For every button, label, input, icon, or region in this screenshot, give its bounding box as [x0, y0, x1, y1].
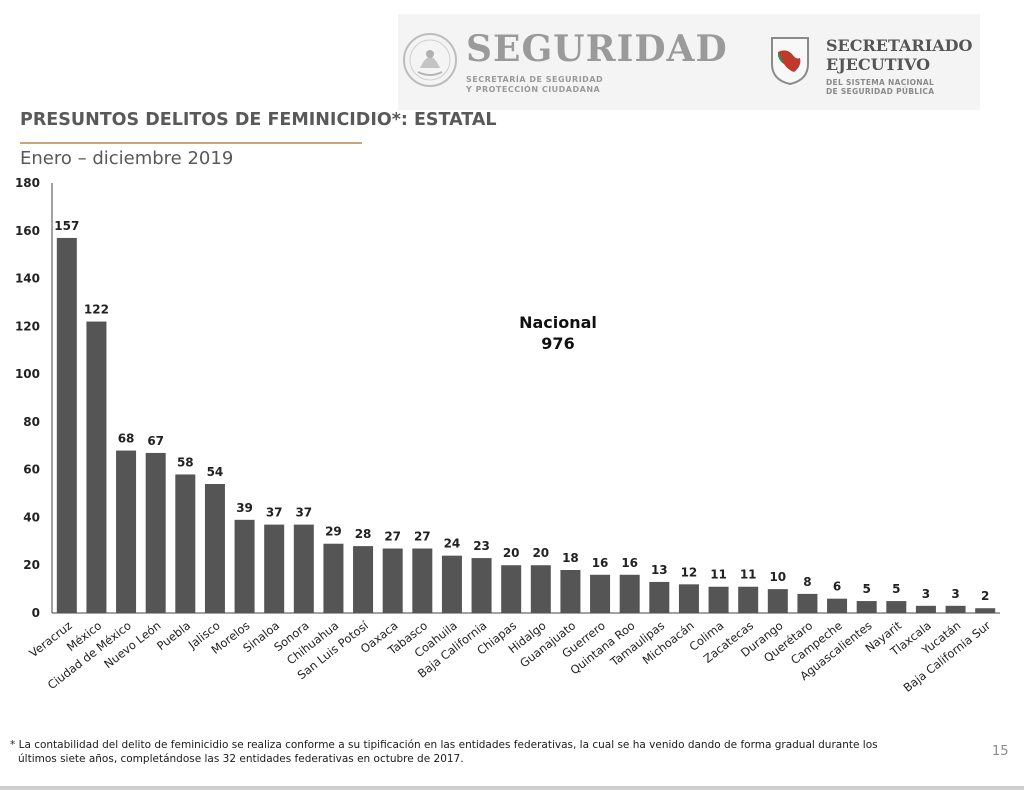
data-label: 8 [803, 575, 811, 589]
bar [145, 452, 166, 613]
secretariado-subtitle-line1: DEL SISTEMA NACIONAL [826, 78, 935, 87]
bar [441, 555, 462, 613]
bar [678, 584, 699, 613]
secretariado-subtitle-line2: DE SEGURIDAD PÚBLICA [826, 87, 935, 96]
header-logo-band [398, 14, 980, 110]
data-label: 13 [651, 563, 668, 577]
bar [471, 558, 492, 613]
seguridad-logo-title: SEGURIDAD [466, 28, 728, 70]
seguridad-subtitle-line2: Y PROTECCIÓN CIUDADANA [466, 85, 601, 94]
y-tick-label: 60 [23, 463, 40, 477]
page-number: 15 [992, 744, 1009, 759]
bottom-divider [0, 786, 1024, 790]
y-tick-label: 20 [23, 558, 40, 572]
seguridad-logo-subtitle: SECRETARÍA DE SEGURIDAD Y PROTECCIÓN CIU… [466, 75, 603, 95]
bar [353, 546, 374, 613]
y-tick-label: 120 [15, 319, 40, 333]
data-label: 16 [592, 556, 609, 570]
data-label: 11 [710, 568, 727, 582]
data-label: 20 [503, 546, 520, 560]
bar [382, 548, 403, 613]
bar [619, 574, 640, 613]
y-tick-label: 180 [15, 176, 40, 190]
bar [264, 524, 285, 613]
data-label: 67 [147, 434, 164, 448]
data-label: 27 [384, 530, 401, 544]
x-tick-label: Puebla [154, 618, 193, 653]
bar [590, 574, 611, 613]
bar [86, 321, 107, 613]
data-label: 6 [833, 580, 841, 594]
data-label: 18 [562, 551, 579, 565]
national-total-label: Nacional [519, 313, 597, 332]
y-tick-label: 80 [23, 415, 40, 429]
y-tick-label: 0 [32, 606, 40, 620]
data-label: 122 [84, 303, 109, 317]
data-label: 28 [355, 527, 372, 541]
data-label: 27 [414, 530, 431, 544]
bar [560, 570, 581, 613]
national-total-value: 976 [541, 334, 574, 353]
title-divider [20, 142, 362, 144]
data-label: 20 [532, 546, 549, 560]
data-label: 68 [118, 432, 135, 446]
bar [945, 605, 966, 613]
data-label: 37 [266, 506, 283, 520]
bar [738, 586, 759, 613]
y-tick-label: 160 [15, 224, 40, 238]
bar [827, 598, 848, 613]
data-label: 3 [951, 587, 959, 601]
bar [234, 519, 255, 613]
seguridad-subtitle-line1: SECRETARÍA DE SEGURIDAD [466, 75, 604, 84]
data-label: 58 [177, 455, 194, 469]
bar [323, 543, 344, 613]
bar [856, 601, 877, 613]
footnote-line2: últimos siete años, completándose las 32… [18, 753, 464, 765]
bar [412, 548, 433, 613]
secretariado-shield-icon [771, 37, 809, 86]
data-label: 11 [740, 568, 757, 582]
data-label: 23 [473, 539, 490, 553]
data-label: 54 [207, 465, 224, 479]
bar [116, 450, 137, 613]
data-label: 3 [922, 587, 930, 601]
y-tick-label: 140 [15, 272, 40, 286]
bar [204, 484, 225, 613]
bar [975, 608, 996, 613]
bar [293, 524, 314, 613]
data-label: 12 [681, 565, 698, 579]
page-subtitle: Enero – diciembre 2019 [20, 148, 234, 169]
y-tick-label: 100 [15, 367, 40, 381]
bar [797, 593, 818, 613]
data-label: 5 [892, 582, 900, 596]
bar [175, 474, 196, 613]
data-label: 24 [444, 537, 461, 551]
secretariado-title-line1: SECRETARIADO [826, 36, 973, 55]
y-tick-label: 40 [23, 510, 40, 524]
data-label: 10 [769, 570, 786, 584]
bar-chart: 020406080100120140160180157Veracruz122Mé… [15, 176, 1000, 695]
data-label: 5 [863, 582, 871, 596]
bar [501, 565, 522, 613]
data-label: 16 [621, 556, 638, 570]
page-title: PRESUNTOS DELITOS DE FEMINICIDIO*: ESTAT… [20, 110, 497, 130]
bar [56, 237, 77, 613]
bar [767, 589, 788, 613]
mexico-coat-of-arms-icon [403, 33, 457, 87]
bar [649, 581, 670, 613]
data-label: 39 [236, 501, 253, 515]
bar [530, 565, 551, 613]
data-label: 157 [54, 219, 79, 233]
data-label: 29 [325, 525, 342, 539]
secretariado-logo-subtitle: DEL SISTEMA NACIONAL DE SEGURIDAD PÚBLIC… [826, 78, 934, 96]
footnote-line1: * La contabilidad del delito de feminici… [10, 739, 878, 751]
secretariado-title-line2: EJECUTIVO [826, 55, 931, 74]
footnote: * La contabilidad del delito de feminici… [10, 738, 980, 766]
bar [915, 605, 936, 613]
bar [886, 601, 907, 613]
data-label: 37 [295, 506, 312, 520]
secretariado-logo-title: SECRETARIADO EJECUTIVO [826, 36, 972, 74]
bar [708, 586, 729, 613]
data-label: 2 [981, 589, 989, 603]
